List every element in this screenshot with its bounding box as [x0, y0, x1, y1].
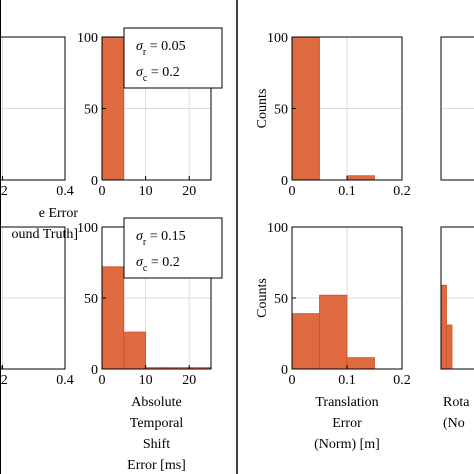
- y-tick-label: 100: [77, 221, 98, 236]
- histogram-panel-p2: 0 10 20 0 50 100 σr = 0.05 σc = 0.2: [77, 27, 223, 199]
- axes-box: [440, 226, 474, 370]
- histogram-panel-p3: 0 0.1 0.2 0 50 100 Counts: [255, 31, 411, 199]
- x-tick-label: .2: [0, 184, 8, 199]
- sigma-annotation-box: [123, 27, 223, 89]
- x-axis-label-line: Rota: [443, 395, 470, 410]
- y-axis-label: Counts: [255, 278, 270, 318]
- histogram-panel-p4: [440, 36, 474, 181]
- histogram-panel-p6: 0 10 20 0 50 100 Absolute Temporal Shift Error [m…: [77, 217, 223, 473]
- y-axis-label: Counts: [255, 89, 270, 129]
- y-tick-label: 0: [281, 363, 288, 378]
- y-tick-label: 50: [84, 103, 98, 118]
- sigma-annotation-text: σr = 0.05: [136, 39, 186, 58]
- x-tick-label: 0: [289, 184, 296, 199]
- x-tick-label: 20: [182, 184, 196, 199]
- histogram-panel-p8: Rota (No: [440, 226, 474, 431]
- y-tick-label: 50: [84, 292, 98, 307]
- x-tick-label: 0.1: [338, 184, 356, 199]
- histogram-panel-p1: .2 0.4 e Error ound Truth]: [0, 36, 79, 242]
- x-tick-label: 0.4: [56, 373, 74, 388]
- x-axis-label-line: Error [ms]: [127, 458, 186, 473]
- x-axis-label-line: Temporal: [130, 416, 184, 431]
- x-axis-label-line: Translation: [315, 395, 378, 410]
- y-tick-label: 0: [281, 174, 288, 189]
- sigma-annotation-text: σc = 0.2: [136, 65, 180, 84]
- sigma-annotation-text: σr = 0.15: [136, 229, 186, 248]
- histogram-bar: [440, 284, 447, 370]
- histogram-bar: [291, 36, 320, 181]
- x-tick-label: 10: [139, 184, 153, 199]
- histogram-bar: [291, 313, 320, 370]
- sigma-annotation-text: σc = 0.2: [136, 255, 180, 274]
- x-tick-label: 0.2: [393, 373, 411, 388]
- histogram-bar: [319, 294, 348, 370]
- x-tick-label: 0.2: [393, 184, 411, 199]
- y-tick-label: 50: [274, 292, 288, 307]
- histogram-bar: [123, 331, 147, 370]
- axes-box: [440, 36, 474, 181]
- histogram-panel-p5: .2 0.4: [0, 226, 74, 388]
- x-axis-label-line: Error: [332, 416, 362, 431]
- histogram-bar: [101, 266, 125, 370]
- x-tick-label: 0: [99, 373, 106, 388]
- histogram-panel-p7: 0 0.1 0.2 0 50 100 Counts Translation Error (Norm…: [255, 221, 411, 452]
- x-tick-label: 0: [99, 184, 106, 199]
- sigma-annotation-box: [123, 217, 223, 279]
- x-tick-label: 0.1: [338, 373, 356, 388]
- histogram-bar: [346, 175, 375, 181]
- x-tick-label: 10: [139, 373, 153, 388]
- y-tick-label: 100: [267, 221, 288, 236]
- x-axis-label-line: Shift: [143, 437, 170, 452]
- x-tick-label: .2: [0, 373, 8, 388]
- x-axis-label-line: (No: [443, 416, 465, 431]
- y-tick-label: 50: [274, 103, 288, 118]
- histogram-bar: [446, 324, 453, 370]
- y-tick-label: 0: [91, 363, 98, 378]
- histogram-bar: [346, 357, 375, 370]
- x-axis-label-line: e Error: [39, 206, 79, 221]
- x-axis-label-line: (Norm) [m]: [314, 437, 380, 452]
- x-tick-label: 0.4: [56, 184, 74, 199]
- y-tick-label: 0: [91, 174, 98, 189]
- x-axis-label-line: Absolute: [131, 395, 182, 410]
- y-tick-label: 100: [267, 31, 288, 46]
- y-tick-label: 100: [77, 31, 98, 46]
- x-tick-label: 20: [182, 373, 196, 388]
- x-tick-label: 0: [289, 373, 296, 388]
- x-axis-label-line: ound Truth]: [11, 227, 78, 242]
